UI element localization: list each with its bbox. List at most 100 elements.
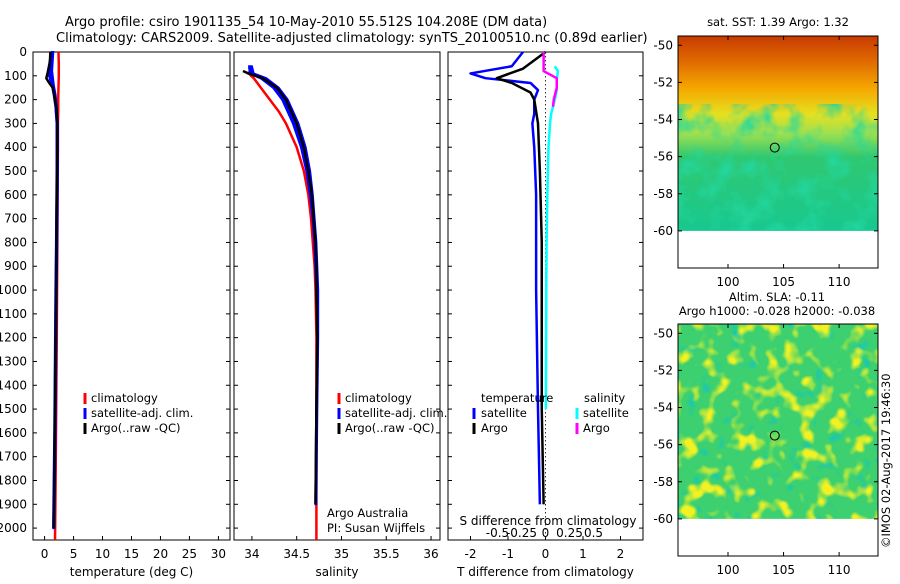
depth-tick-label: 2000 (0, 521, 27, 535)
salinity-series-2 (242, 69, 319, 505)
sst-map-panel: -50 -52 -54 -56 -58 -60 100 105 110 sat. SST: 1.3… (653, 15, 879, 289)
temperature-series-2 (45, 51, 59, 529)
temperature-xtick-label: 5 (70, 547, 78, 561)
sst-map-xtick-label: 105 (772, 275, 795, 289)
sst-map-xtick-label: 100 (717, 275, 740, 289)
depth-tick-label: 400 (4, 140, 27, 154)
depth-tick-label: 1500 (0, 402, 27, 416)
depth-tick-label: 600 (4, 188, 27, 202)
salinity-diff-label: S difference from climatology (460, 514, 637, 528)
imos-credit: ©IMOS 02-Aug-2017 19:46:30 (879, 373, 893, 548)
depth-tick-label: 1300 (0, 354, 27, 368)
salinity-xtick-label: 36 (423, 547, 438, 561)
depth-tick-label: 900 (4, 259, 27, 273)
temperature-xlabel: temperature (deg C) (70, 565, 193, 579)
sla-map-ytick-label: -58 (653, 475, 673, 489)
legend-entry: satellite-adj. clim. (345, 406, 447, 420)
differences-series-3 (542, 52, 558, 107)
depth-tick-label: 500 (4, 164, 27, 178)
legend-entry: satellite-adj. clim. (91, 406, 193, 420)
legend-entry: climatology (91, 391, 158, 405)
temperature-xtick-label: 10 (95, 547, 110, 561)
sst-map-ytick-label: -58 (653, 187, 673, 201)
header-line-1: Argo profile: csiro 1901135_54 10-May-20… (65, 15, 547, 30)
differences-xlabel: T difference from climatology (456, 565, 634, 579)
depth-tick-label: 1000 (0, 283, 27, 297)
sla-map-title: Altim. SLA: -0.11 (729, 290, 825, 304)
legend-entry: satellite (481, 406, 527, 420)
legend-entry: Argo (583, 421, 610, 435)
sla-map-ytick-label: -56 (653, 438, 673, 452)
salinity-panel: 34 34.5 35 35.5 36 salinity climatologysatelli… (233, 51, 447, 579)
depth-tick-label: 1800 (0, 473, 27, 487)
legend-entry: climatology (345, 391, 412, 405)
sst-map-ytick-label: -56 (653, 150, 673, 164)
differences-series-0 (469, 51, 542, 505)
sst-map-ytick-label: -50 (653, 38, 673, 52)
sla-map-ytick-label: -52 (653, 363, 673, 377)
depth-tick-label: 1700 (0, 450, 27, 464)
legend-entry: Argo (481, 421, 508, 435)
argo-australia-label: Argo Australia (327, 506, 408, 520)
argo-float-position-marker (769, 142, 780, 153)
salinity-diff-tick-label: 0.25 (556, 526, 583, 540)
salinity-xtick-label: 34.5 (283, 547, 310, 561)
sla-map-panel: -50 -52 -54 -56 -58 -60 100 105 110 Altim. SLA: -… (653, 290, 879, 577)
differences-xtick-label: -1 (502, 547, 514, 561)
argo-float-position-marker (769, 430, 780, 441)
salinity-xtick-label: 34 (244, 547, 259, 561)
salinity-xlabel: salinity (315, 565, 358, 579)
depth-tick-label: 0 (19, 45, 27, 59)
depth-tick-label: 1100 (0, 307, 27, 321)
salinity-frame (233, 51, 441, 541)
sla-map-ytick-label: -60 (653, 512, 673, 526)
legend-entry: Argo(..raw -QC) (91, 421, 181, 435)
temperature-xtick-label: 20 (153, 547, 168, 561)
sst-map-ytick-label: -52 (653, 75, 673, 89)
sla-map-xtick-label: 110 (828, 563, 851, 577)
differences-xtick-label: 2 (617, 547, 625, 561)
temperature-xtick-label: 0 (41, 547, 49, 561)
sla-map-xtick-label: 100 (717, 563, 740, 577)
differences-xtick-label: -2 (465, 547, 477, 561)
sst-map-ytick-label: -54 (653, 113, 673, 127)
sst-texture (678, 104, 878, 231)
sst-map-ytick-label: -60 (653, 224, 673, 238)
sst-map-title: sat. SST: 1.39 Argo: 1.32 (707, 15, 849, 29)
legend-title-salinity: salinity (584, 391, 625, 405)
sla-map-ytick-label: -50 (653, 326, 673, 340)
salinity-xtick-label: 35.5 (373, 547, 400, 561)
sla-texture-high (678, 324, 878, 519)
sst-map-xtick-label: 110 (828, 275, 851, 289)
depth-tick-label: 1600 (0, 426, 27, 440)
sla-map-frame (677, 323, 879, 557)
depth-tick-label: 1900 (0, 497, 27, 511)
legend-entry: Argo(..raw -QC) (345, 421, 435, 435)
sla-map-xtick-label: 105 (772, 563, 795, 577)
header-line-2: Climatology: CARS2009. Satellite-adjuste… (56, 31, 648, 46)
differences-xtick-label: 1 (579, 547, 587, 561)
sla-map-ytick-label: -54 (653, 401, 673, 415)
depth-tick-label: 1200 (0, 331, 27, 345)
temperature-frame (32, 51, 231, 541)
depth-tick-label: 700 (4, 212, 27, 226)
temperature-xtick-label: 30 (211, 547, 226, 561)
legend-entry: satellite (583, 406, 629, 420)
salinity-diff-tick-label: -0.5 (486, 526, 509, 540)
pi-label: PI: Susan Wijffels (327, 521, 425, 535)
depth-tick-label: 800 (4, 235, 27, 249)
depth-tick-label: 300 (4, 116, 27, 130)
salinity-diff-tick-label: -0.25 (506, 526, 537, 540)
differences-series-1 (495, 50, 547, 505)
differences-xtick-label: 0 (542, 547, 550, 561)
legend-title-temperature: temperature (481, 391, 553, 405)
salinity-diff-tick-label: 0.5 (584, 526, 603, 540)
temperature-xtick-label: 15 (124, 547, 139, 561)
depth-tick-label: 1400 (0, 378, 27, 392)
depth-tick-label: 200 (4, 93, 27, 107)
temperature-xtick-label: 25 (182, 547, 197, 561)
difference-panel: -2 -1 0 1 2 T difference from climatology -0.5… (447, 50, 644, 579)
sla-map-subtitle: Argo h1000: -0.028 h2000: -0.038 (679, 304, 875, 318)
